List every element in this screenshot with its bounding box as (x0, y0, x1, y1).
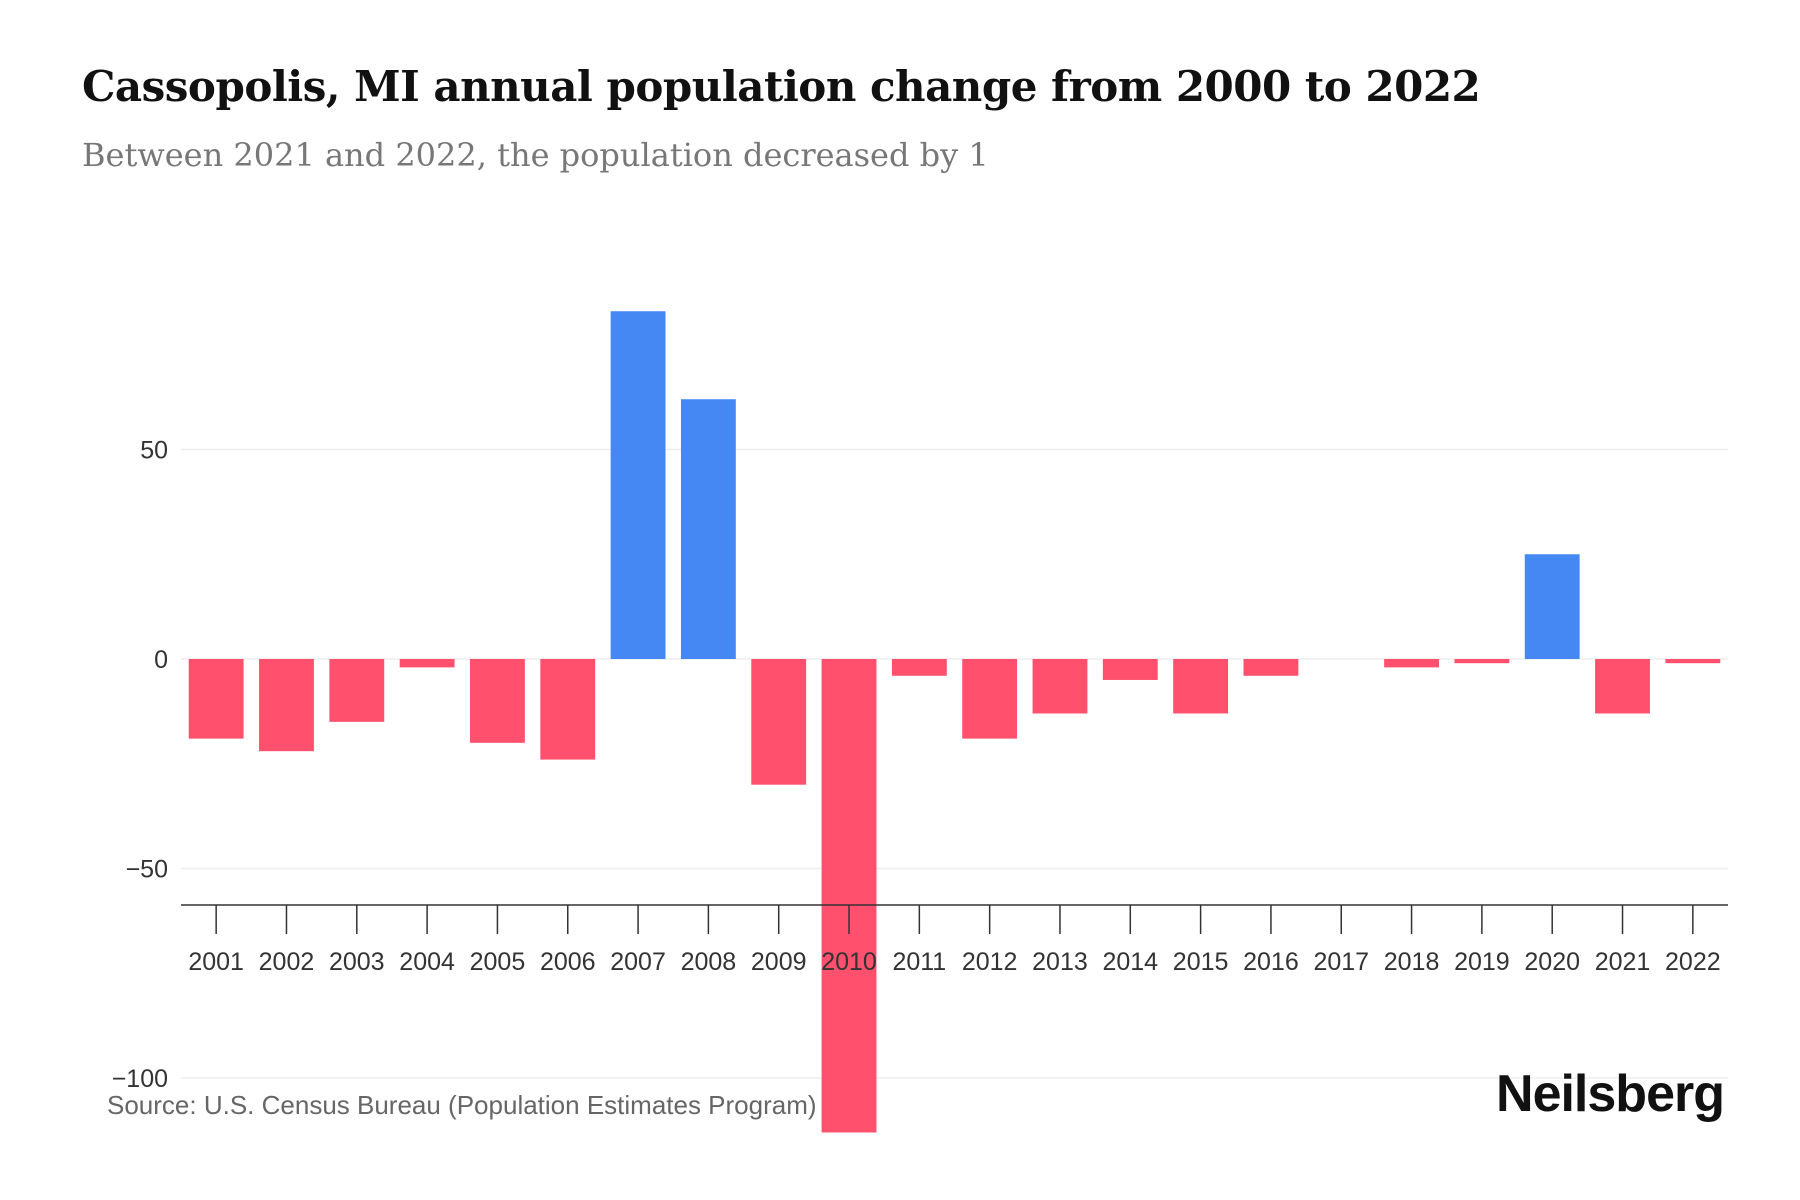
bar-2010 (821, 659, 877, 1133)
x-tick-label: 2018 (1384, 948, 1440, 976)
bar-2006 (540, 659, 596, 760)
bar-2008 (680, 399, 736, 659)
bar-2005 (470, 659, 525, 743)
y-tick-label: 50 (140, 437, 168, 465)
source-note: Source: U.S. Census Bureau (Population E… (107, 1090, 817, 1120)
x-tick-label: 2004 (399, 948, 455, 976)
bar-2009 (751, 659, 807, 785)
bar-2007 (610, 311, 666, 659)
x-tick-label: 2020 (1524, 948, 1580, 976)
bar-2019 (1454, 659, 1510, 664)
x-tick-label: 2019 (1454, 948, 1510, 976)
x-tick-label: 2008 (681, 948, 737, 976)
x-tick-label: 2013 (1032, 948, 1088, 976)
bar-2016 (1243, 659, 1299, 676)
bar-2011 (891, 659, 947, 676)
y-tick-label: 0 (154, 646, 168, 674)
x-tick-label: 2002 (259, 948, 315, 976)
x-tick-label: 2009 (751, 948, 807, 976)
bar-2021 (1595, 659, 1650, 714)
x-tick-label: 2007 (610, 948, 666, 976)
bar-2004 (399, 659, 455, 668)
chart-subtitle: Between 2021 and 2022, the population de… (82, 136, 989, 174)
chart-title: Cassopolis, MI annual population change … (82, 62, 1481, 111)
x-tick-label: 2003 (329, 948, 385, 976)
x-tick-label: 2005 (470, 948, 526, 976)
bar-2014 (1102, 659, 1158, 680)
y-tick-label: −50 (126, 856, 168, 884)
x-tick-label: 2021 (1595, 948, 1651, 976)
bar-2012 (962, 659, 1018, 739)
x-tick-label: 2017 (1313, 948, 1369, 976)
x-tick-label: 2015 (1173, 948, 1229, 976)
bar-2015 (1173, 659, 1229, 714)
x-tick-label: 2011 (892, 948, 946, 976)
bar-2003 (329, 659, 385, 722)
bar-2018 (1384, 659, 1439, 668)
x-tick-label: 2010 (821, 948, 877, 976)
bar-2002 (259, 659, 314, 752)
x-tick-label: 2012 (962, 948, 1018, 976)
x-tick-label: 2006 (540, 948, 596, 976)
bar-2013 (1032, 659, 1088, 714)
bar-2020 (1524, 554, 1580, 659)
x-tick-label: 2001 (188, 948, 244, 976)
y-tick-label: −100 (112, 1065, 168, 1093)
x-tick-label: 2022 (1665, 948, 1721, 976)
bar-2022 (1665, 659, 1721, 664)
neilsberg-logo: Neilsberg (1496, 1065, 1725, 1123)
x-tick-label: 2016 (1243, 948, 1299, 976)
bar-2001 (188, 659, 244, 739)
x-tick-label: 2014 (1102, 948, 1158, 976)
